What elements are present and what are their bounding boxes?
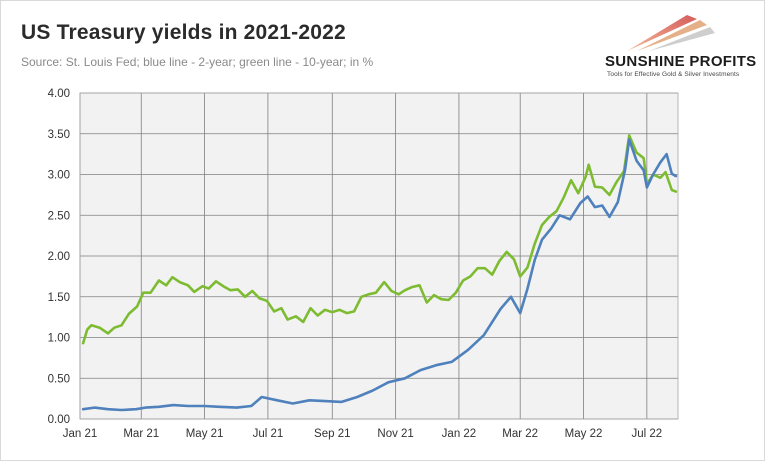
- logo-tagline: Tools for Effective Gold & Silver Invest…: [607, 71, 740, 78]
- x-tick-label: Mar 22: [502, 428, 538, 440]
- plot-border: [79, 92, 679, 420]
- x-tick-label: Mar 21: [123, 428, 159, 440]
- x-tick-label: May 22: [565, 428, 603, 440]
- y-tick-label: 2.00: [48, 251, 70, 263]
- sun-rays-icon: [627, 15, 715, 51]
- y-tick-label: 0.00: [48, 414, 70, 426]
- x-tick-label: May 21: [186, 428, 224, 440]
- y-tick-label: 1.00: [48, 333, 70, 345]
- series-line-10-year: [81, 134, 678, 345]
- y-tick-label: 4.00: [48, 88, 70, 100]
- y-tick-label: 3.00: [48, 170, 70, 182]
- sunshine-profits-logo: SUNSHINE PROFITS Tools for Effective Gol…: [597, 11, 757, 83]
- x-tick-label: Jan 22: [442, 428, 477, 440]
- chart-subtitle: Source: St. Louis Fed; blue line - 2-yea…: [21, 55, 374, 69]
- logo-name: SUNSHINE PROFITS: [605, 53, 757, 70]
- x-tick-label: Sep 21: [314, 428, 350, 440]
- y-tick-label: 2.50: [48, 210, 70, 222]
- x-tick-label: Jan 21: [63, 428, 98, 440]
- y-tick-label: 0.50: [48, 373, 70, 385]
- x-tick-label: Jul 22: [632, 428, 663, 440]
- y-tick-label: 3.50: [48, 129, 70, 141]
- chart-title: US Treasury yields in 2021-2022: [21, 21, 346, 44]
- x-tick-label: Nov 21: [377, 428, 413, 440]
- y-tick-label: 1.50: [48, 292, 70, 304]
- series-line-2-year: [81, 138, 678, 412]
- x-tick-label: Jul 21: [253, 428, 284, 440]
